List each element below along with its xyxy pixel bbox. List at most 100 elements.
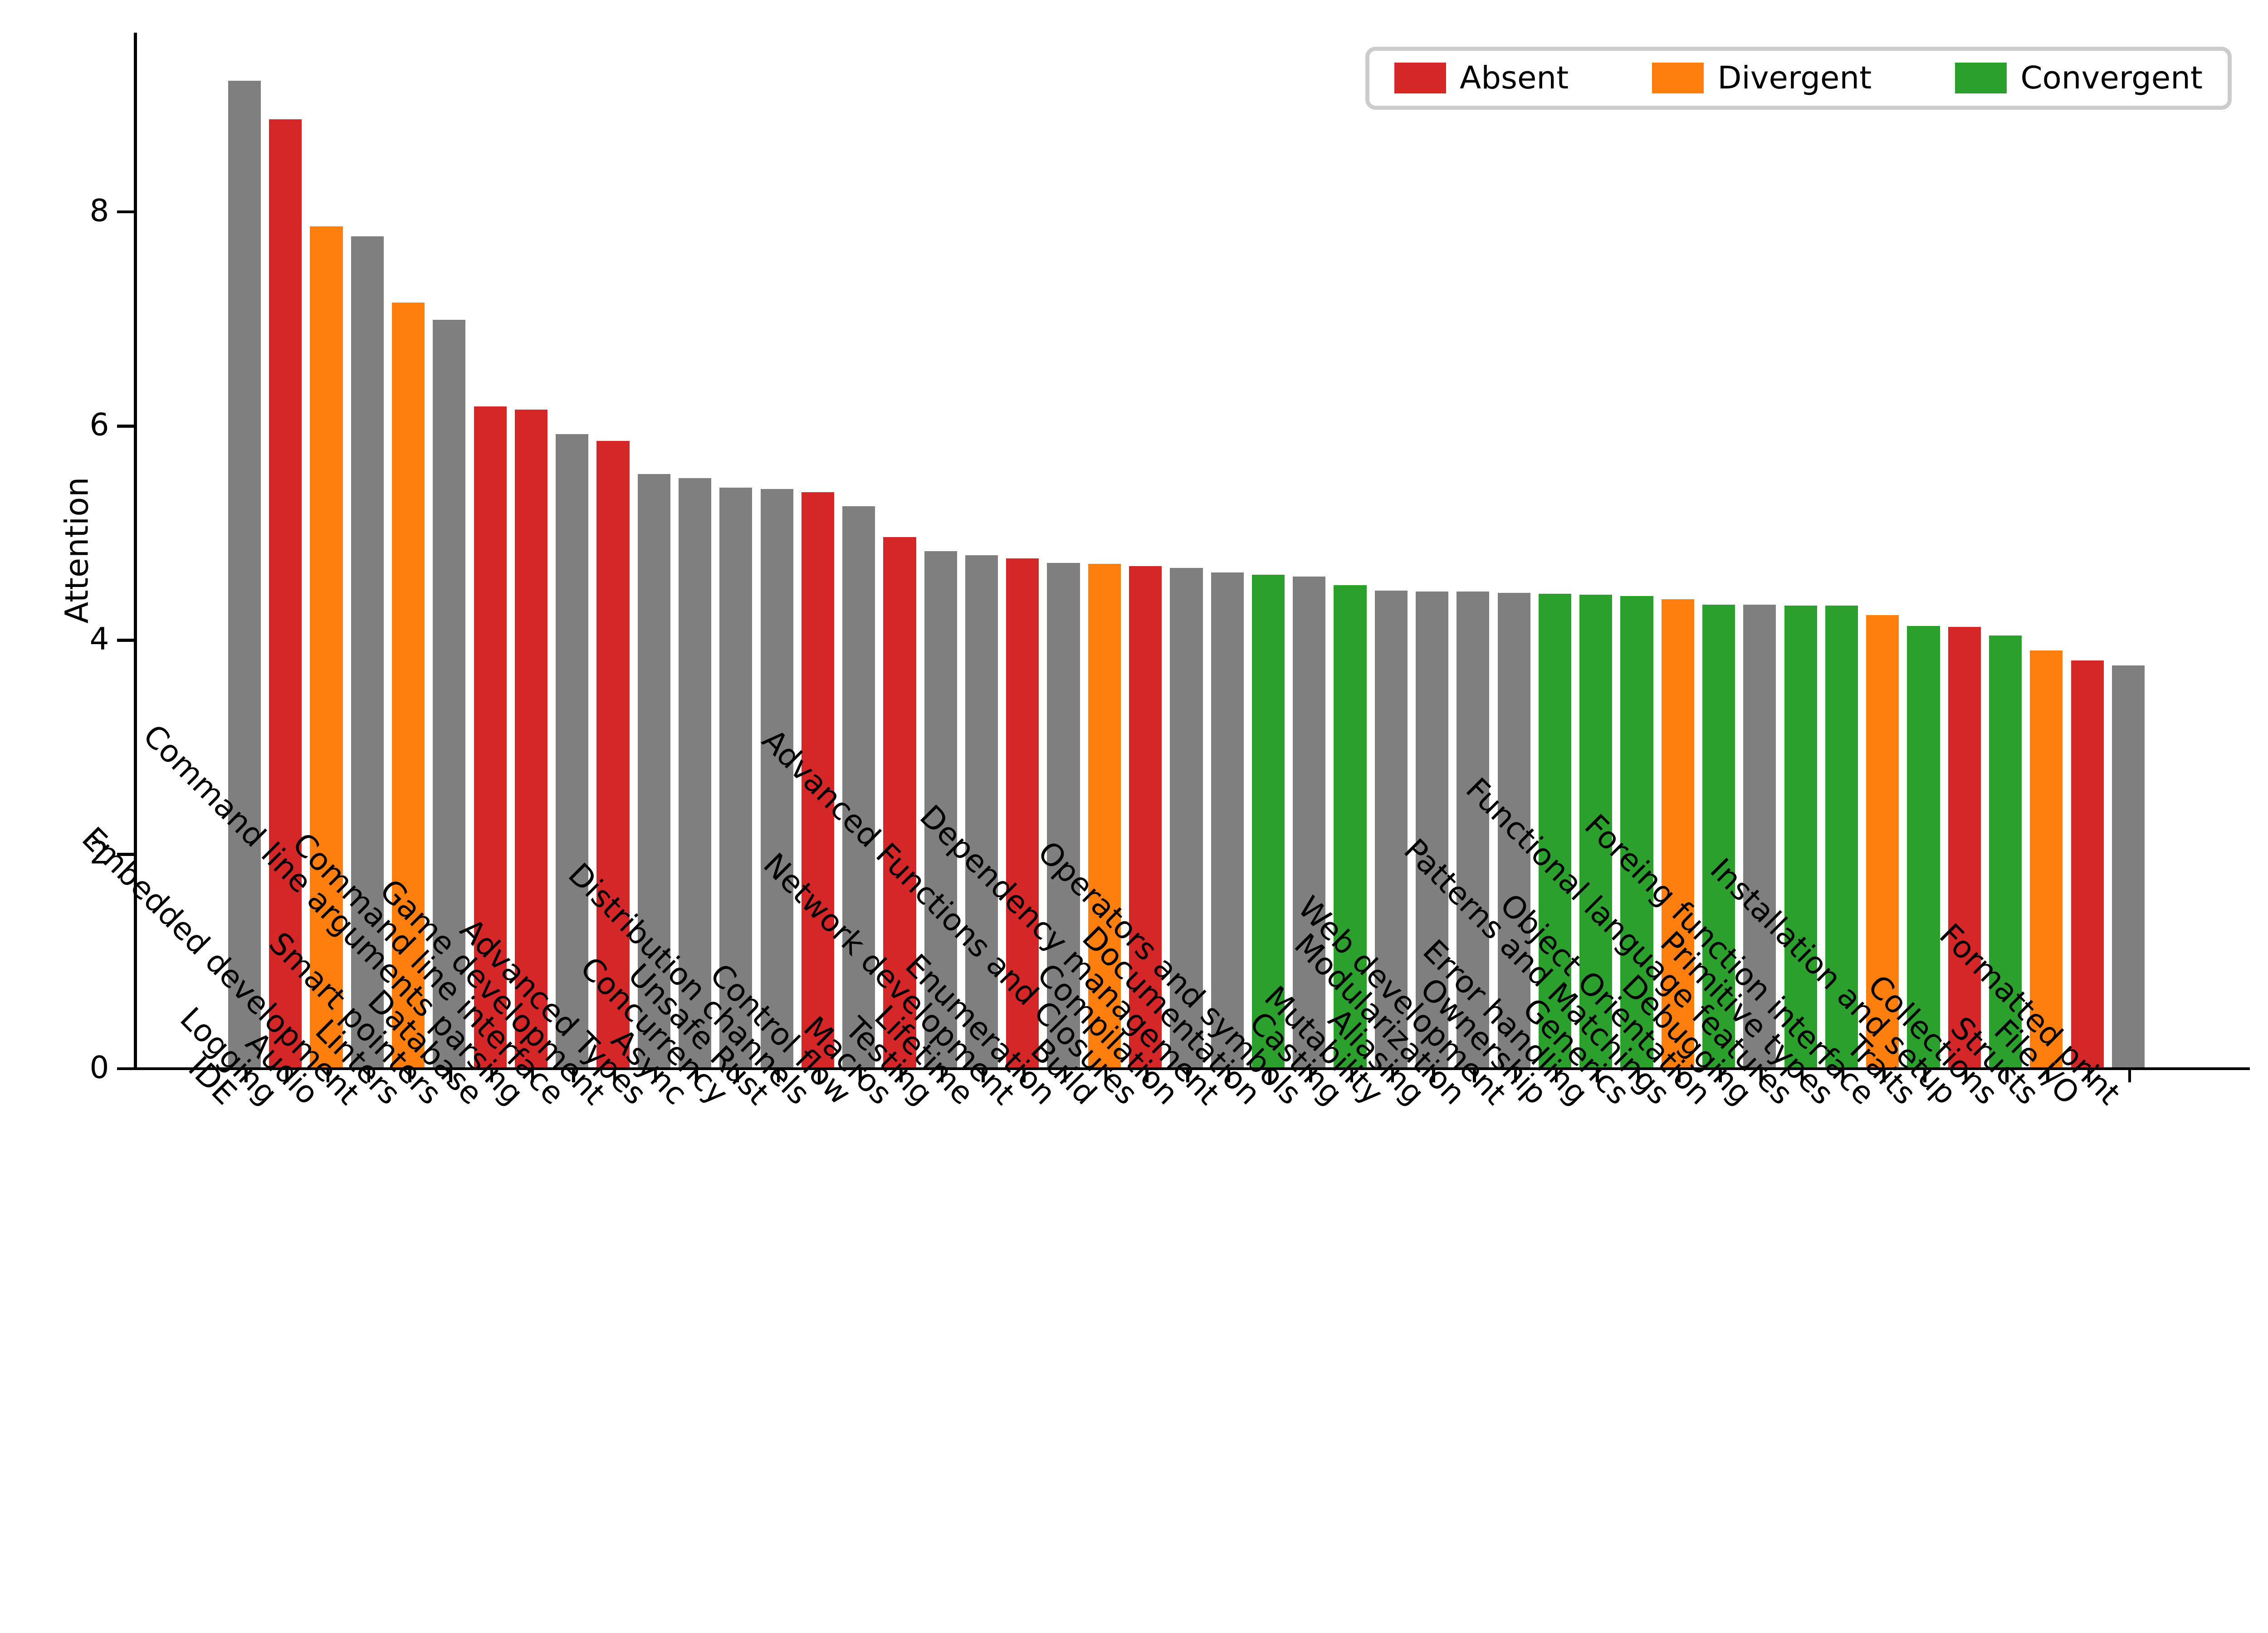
- bar: [965, 555, 998, 1067]
- x-tick-mark: [1268, 1067, 1271, 1082]
- y-tick-mark: [117, 210, 134, 214]
- x-tick-mark: [1677, 1067, 1681, 1082]
- bar: [1579, 595, 1613, 1067]
- bar: [1702, 604, 1735, 1067]
- x-tick-mark: [1596, 1067, 1599, 1082]
- bar: [1211, 572, 1244, 1067]
- bar: [1661, 599, 1694, 1067]
- bar: [719, 488, 753, 1067]
- bar: [883, 537, 916, 1067]
- bar: [596, 440, 630, 1067]
- bar: [1457, 592, 1490, 1067]
- legend-item: Convergent: [1955, 59, 2203, 96]
- bar: [1374, 591, 1408, 1067]
- x-tick-mark: [490, 1067, 494, 1082]
- x-tick-mark: [777, 1067, 780, 1082]
- bar: [228, 81, 261, 1067]
- x-tick-mark: [1104, 1067, 1108, 1082]
- bar: [1334, 585, 1367, 1067]
- legend-item: Divergent: [1652, 59, 1872, 96]
- x-tick-mark: [1882, 1067, 1886, 1082]
- x-tick-mark: [1923, 1067, 1926, 1082]
- bar: [1948, 627, 1981, 1067]
- x-tick-mark: [736, 1067, 739, 1082]
- bar: [1743, 604, 1776, 1067]
- legend-label: Divergent: [1717, 59, 1872, 96]
- bar: [760, 489, 793, 1067]
- x-tick-mark: [1145, 1067, 1149, 1082]
- x-tick-mark: [1964, 1067, 1968, 1082]
- legend-label: Convergent: [2020, 59, 2203, 96]
- legend-label: Absent: [1460, 59, 1569, 96]
- y-tick-label: 8: [89, 192, 109, 229]
- x-tick-mark: [1350, 1067, 1354, 1082]
- y-axis-title: Attention: [58, 477, 96, 624]
- x-tick-mark: [654, 1067, 657, 1082]
- x-tick-mark: [1391, 1067, 1394, 1082]
- bar: [2112, 665, 2145, 1067]
- y-axis-spine: [134, 33, 137, 1069]
- x-tick-mark: [572, 1067, 575, 1082]
- x-tick-mark: [1760, 1067, 1763, 1082]
- bar: [1825, 606, 1858, 1067]
- x-tick-mark: [695, 1067, 698, 1082]
- bar: [924, 551, 957, 1067]
- y-tick-mark: [117, 853, 134, 856]
- x-tick-mark: [408, 1067, 411, 1082]
- bar: [2030, 650, 2063, 1067]
- x-tick-mark: [326, 1067, 330, 1082]
- legend-swatch: [1652, 63, 1704, 94]
- y-tick-mark: [117, 425, 134, 428]
- bar: [269, 119, 302, 1067]
- x-tick-mark: [244, 1067, 248, 1082]
- x-tick-mark: [531, 1067, 534, 1082]
- x-tick-mark: [285, 1067, 288, 1082]
- x-tick-mark: [899, 1067, 903, 1082]
- bar: [1006, 558, 1039, 1067]
- y-tick-label: 2: [89, 835, 109, 871]
- x-tick-mark: [613, 1067, 616, 1082]
- x-tick-mark: [2087, 1067, 2091, 1082]
- x-tick-mark: [1309, 1067, 1312, 1082]
- bar: [1989, 636, 2022, 1067]
- x-tick-mark: [449, 1067, 452, 1082]
- x-tick-mark: [2046, 1067, 2049, 1082]
- y-tick-mark: [117, 639, 134, 642]
- bar: [1129, 566, 1162, 1067]
- x-tick-mark: [1719, 1067, 1722, 1082]
- bar: [801, 492, 834, 1067]
- x-tick-mark: [1473, 1067, 1476, 1082]
- x-tick-mark: [982, 1067, 985, 1082]
- bar: [351, 236, 384, 1067]
- bar: [1497, 592, 1530, 1067]
- x-tick-mark: [2128, 1067, 2131, 1082]
- bar: [1170, 568, 1203, 1067]
- x-tick-mark: [1186, 1067, 1189, 1082]
- x-tick-mark: [859, 1067, 862, 1082]
- legend-swatch: [1955, 63, 2007, 94]
- x-tick-mark: [1841, 1067, 1845, 1082]
- bar: [1416, 592, 1449, 1067]
- bar: [2071, 660, 2104, 1067]
- x-tick-mark: [367, 1067, 371, 1082]
- bar: [1620, 596, 1653, 1067]
- legend-item: Absent: [1394, 59, 1569, 96]
- legend-swatch: [1394, 63, 1446, 94]
- y-tick-label: 6: [89, 406, 109, 443]
- x-tick-mark: [817, 1067, 821, 1082]
- bar: [637, 474, 670, 1067]
- bar: [556, 434, 589, 1067]
- x-tick-mark: [940, 1067, 944, 1082]
- bar: [842, 506, 875, 1067]
- bar: [1866, 615, 1899, 1067]
- bar: [433, 319, 466, 1067]
- y-tick-label: 0: [89, 1049, 109, 1085]
- y-tick-mark: [117, 1067, 134, 1071]
- bar: [474, 406, 507, 1067]
- x-axis-spine: [134, 1067, 2250, 1071]
- x-tick-mark: [1800, 1067, 1804, 1082]
- bar: [1088, 564, 1121, 1067]
- bar: [1538, 594, 1572, 1067]
